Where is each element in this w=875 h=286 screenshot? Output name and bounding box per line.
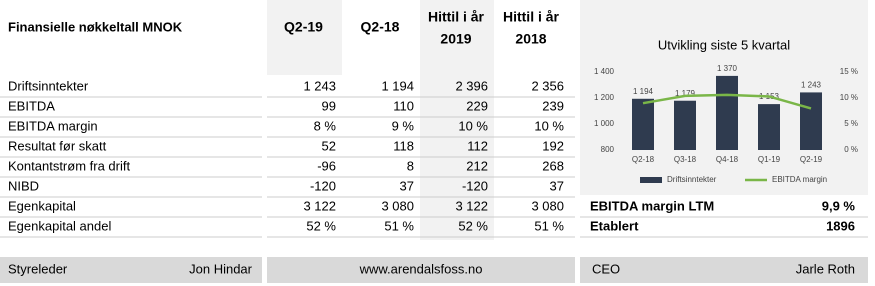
column-header: Hittil i år xyxy=(428,9,485,25)
cell: -120 xyxy=(310,178,336,193)
cell: 192 xyxy=(542,138,564,153)
footer-text: Styreleder xyxy=(8,261,68,276)
y2-tick-label: 5 % xyxy=(844,119,858,128)
footer-text: CEO xyxy=(592,261,620,276)
cell: -96 xyxy=(317,158,336,173)
data-label: 1 179 xyxy=(675,89,696,98)
chart-title: Utvikling siste 5 kvartal xyxy=(658,37,790,52)
cell: 212 xyxy=(466,158,488,173)
cell: 3 122 xyxy=(455,198,488,213)
info-label: EBITDA margin LTM xyxy=(590,198,714,213)
cell: 229 xyxy=(466,98,488,113)
y-tick-label: 1 000 xyxy=(594,119,615,128)
cell: 99 xyxy=(322,98,336,113)
row-label: Egenkapital xyxy=(8,198,76,213)
cell: 37 xyxy=(550,178,564,193)
footer-band xyxy=(267,257,575,283)
info-label: Etablert xyxy=(590,218,639,233)
cell: 118 xyxy=(393,138,414,153)
cell: 8 xyxy=(407,158,414,173)
legend-swatch xyxy=(640,177,662,183)
x-tick-label: Q3-18 xyxy=(674,155,697,164)
cell: 52 % xyxy=(458,218,488,233)
cell: 110 xyxy=(393,98,414,113)
cell: 52 xyxy=(322,138,336,153)
info-value: 1896 xyxy=(826,218,855,233)
cell: 239 xyxy=(542,98,564,113)
cell: 1 194 xyxy=(381,78,414,93)
footer-band xyxy=(0,257,262,283)
column-header: 2018 xyxy=(515,31,546,47)
header-shade xyxy=(267,0,342,75)
table-title: Finansielle nøkkeltall MNOK xyxy=(8,19,183,34)
cell: 51 % xyxy=(384,218,414,233)
cell: 3 122 xyxy=(303,198,336,213)
cell: 2 396 xyxy=(455,78,488,93)
cell: 2 356 xyxy=(531,78,564,93)
row-label: EBITDA margin xyxy=(8,118,98,133)
cell: 10 % xyxy=(534,118,564,133)
column-header: Q2-19 xyxy=(284,19,323,35)
row-label: Driftsinntekter xyxy=(8,78,89,93)
data-label: 1 243 xyxy=(801,81,822,90)
cell: 37 xyxy=(400,178,414,193)
row-label: EBITDA xyxy=(8,98,55,113)
legend-label: EBITDA margin xyxy=(772,175,827,184)
row-label: Resultat før skatt xyxy=(8,138,107,153)
x-tick-label: Q2-18 xyxy=(632,155,655,164)
cell: 112 xyxy=(467,138,488,153)
bar xyxy=(716,75,738,150)
y2-tick-label: 10 % xyxy=(840,93,858,102)
column-header: Q2-18 xyxy=(361,19,400,35)
cell: 10 % xyxy=(458,118,488,133)
cell: 268 xyxy=(542,158,564,173)
data-label: 1 194 xyxy=(633,87,654,96)
column-header: 2019 xyxy=(440,31,471,47)
footer-band xyxy=(580,257,868,283)
y-tick-label: 1 400 xyxy=(594,67,615,76)
row-label: Kontantstrøm fra drift xyxy=(8,158,130,173)
bar xyxy=(674,100,696,150)
cell: 9 % xyxy=(392,118,415,133)
column-header: Hittil i år xyxy=(503,9,560,25)
cell: 52 % xyxy=(306,218,336,233)
bar xyxy=(800,92,822,150)
info-value: 9,9 % xyxy=(822,198,856,213)
cell: 3 080 xyxy=(381,198,414,213)
cell: 51 % xyxy=(534,218,564,233)
cell: 1 243 xyxy=(303,78,336,93)
cell: 8 % xyxy=(314,118,337,133)
x-tick-label: Q1-19 xyxy=(758,155,781,164)
footer-text: Jon Hindar xyxy=(189,261,253,276)
x-tick-label: Q4-18 xyxy=(716,155,739,164)
column-shade xyxy=(420,0,494,240)
y-tick-label: 800 xyxy=(601,145,615,154)
row-label: Egenkapital andel xyxy=(8,218,111,233)
cell: -120 xyxy=(462,178,488,193)
bar xyxy=(632,98,654,150)
line xyxy=(642,93,812,110)
y2-tick-label: 15 % xyxy=(840,67,858,76)
row-label: NIBD xyxy=(8,178,39,193)
cell: 3 080 xyxy=(531,198,564,213)
data-label: 1 370 xyxy=(717,64,738,73)
footer-link: www.arendalsfoss.no xyxy=(359,261,483,276)
footer-text: Jarle Roth xyxy=(796,261,855,276)
x-tick-label: Q2-19 xyxy=(800,155,823,164)
legend-label: Driftsinntekter xyxy=(667,175,717,184)
y2-tick-label: 0 % xyxy=(844,145,858,154)
bar xyxy=(758,104,780,150)
y-tick-label: 1 200 xyxy=(594,93,615,102)
